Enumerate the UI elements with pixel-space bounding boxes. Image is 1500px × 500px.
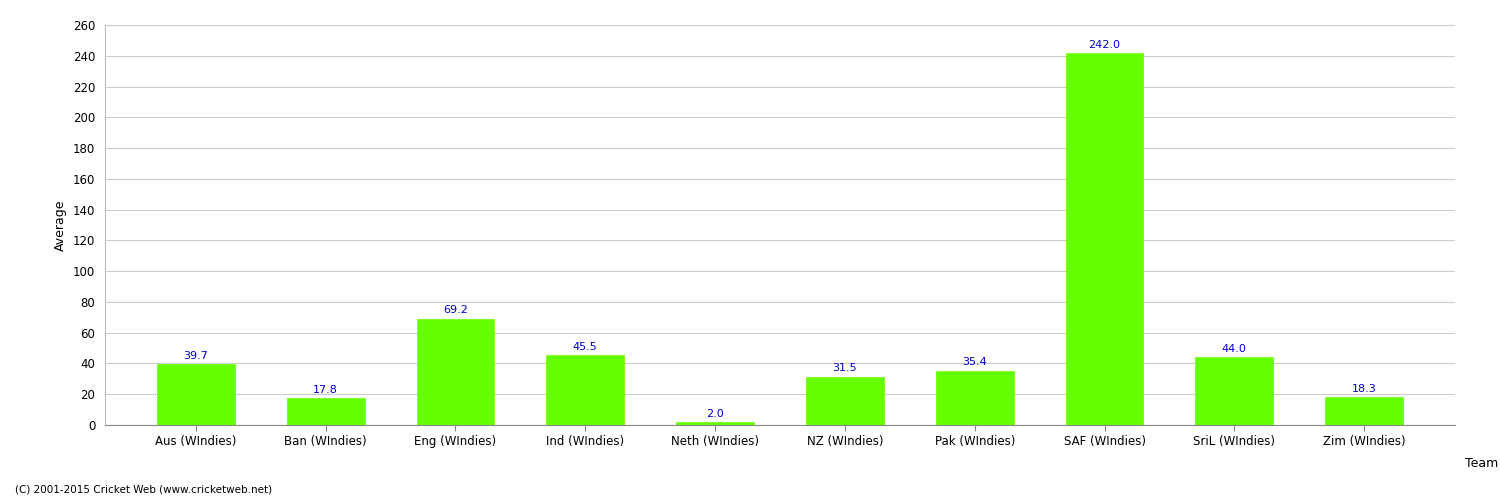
Text: 39.7: 39.7 [183, 351, 209, 361]
X-axis label: Team: Team [1466, 457, 1498, 470]
Bar [936, 370, 1014, 425]
Text: (C) 2001-2015 Cricket Web (www.cricketweb.net): (C) 2001-2015 Cricket Web (www.cricketwe… [15, 485, 272, 495]
Bar [546, 355, 624, 425]
Bar [1324, 397, 1402, 425]
Text: 69.2: 69.2 [442, 306, 468, 316]
Text: 242.0: 242.0 [1089, 40, 1120, 50]
Bar [676, 422, 754, 425]
Bar [417, 318, 495, 425]
Bar [1065, 52, 1143, 425]
Bar [806, 376, 883, 425]
Bar [286, 398, 364, 425]
Text: 35.4: 35.4 [963, 358, 987, 368]
Text: 44.0: 44.0 [1222, 344, 1246, 354]
Text: 18.3: 18.3 [1352, 384, 1377, 394]
Text: 2.0: 2.0 [706, 409, 724, 419]
Y-axis label: Average: Average [54, 199, 68, 251]
Text: 45.5: 45.5 [573, 342, 597, 352]
Text: 31.5: 31.5 [833, 364, 856, 374]
Bar [1196, 358, 1274, 425]
Bar [158, 364, 236, 425]
Text: 17.8: 17.8 [314, 384, 338, 394]
